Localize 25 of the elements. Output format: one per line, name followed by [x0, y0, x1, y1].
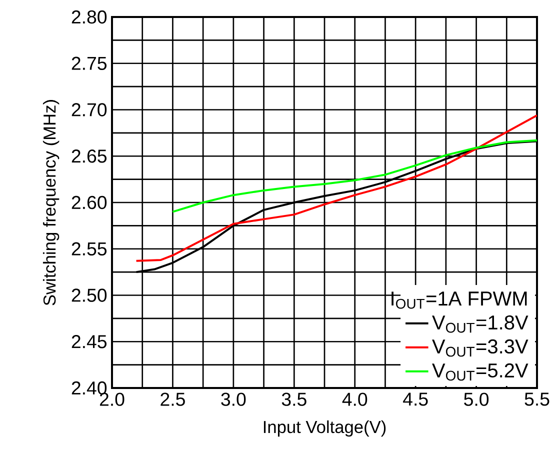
y-tick-label: 2.40 [72, 381, 107, 395]
x-tick-label: 5.0 [464, 392, 489, 406]
y-tick-label: 2.65 [72, 150, 107, 163]
legend-label: V$_{OUT}$=1.8V [432, 315, 528, 333]
line-series [172, 139, 538, 213]
x-tick-label: 3.5 [282, 392, 306, 406]
y-tick-label: 2.70 [72, 103, 107, 116]
y-tick-label: 2.45 [72, 335, 107, 348]
x-tick-label: 3.0 [221, 392, 246, 406]
line-series [135, 114, 538, 262]
x-tick-label: 4.0 [342, 392, 368, 406]
x-tick-label: 2.5 [160, 392, 185, 406]
legend-label: V$_{OUT}$=3.3V [432, 339, 528, 357]
y-axis-title: Switching frequency (MHz) [42, 100, 60, 306]
y-tick-label: 2.75 [72, 56, 107, 70]
x-tick-label: 5.5 [524, 392, 550, 406]
y-tick-label: 2.55 [72, 242, 107, 256]
legend-label: V$_{OUT}$=5.2V [432, 363, 528, 381]
x-tick-label: 2.0 [100, 392, 124, 406]
y-tick-label: 2.50 [72, 288, 107, 302]
x-tick-label: 4.5 [403, 392, 428, 406]
y-tick-label: 2.60 [72, 196, 107, 210]
x-axis-title: Input Voltage(V) [264, 420, 386, 437]
y-tick-label: 2.80 [72, 10, 107, 24]
legend-title: I$_{OUT}$=1A FPWM [392, 292, 527, 309]
